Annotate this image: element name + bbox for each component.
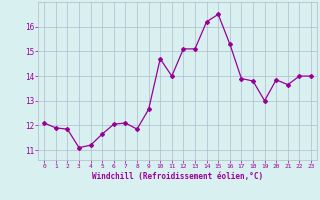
X-axis label: Windchill (Refroidissement éolien,°C): Windchill (Refroidissement éolien,°C): [92, 172, 263, 181]
